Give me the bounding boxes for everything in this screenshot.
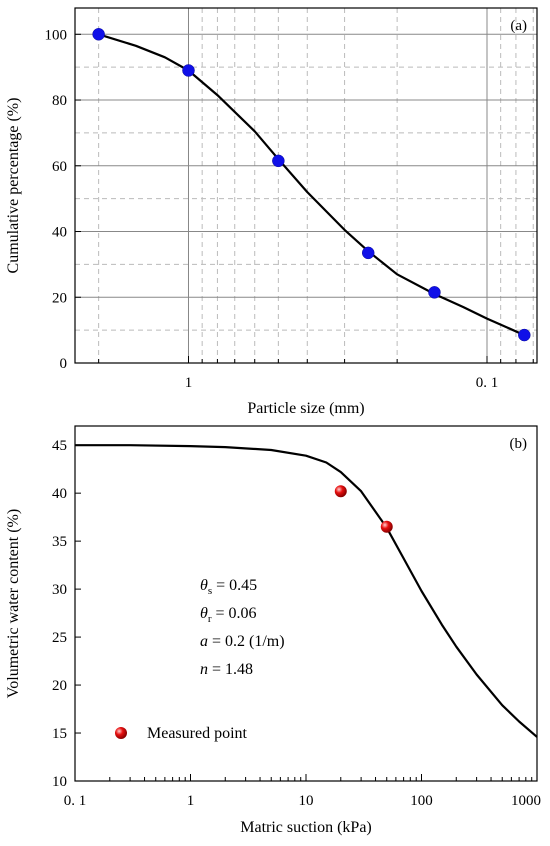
data-point [182, 64, 195, 77]
y-tick-label: 25 [52, 630, 67, 646]
y-tick-label: 45 [52, 438, 67, 454]
x-tick-label: 0. 1 [64, 793, 87, 809]
swcc-curve [75, 444, 538, 738]
parameter-value: = 0.45 [212, 577, 257, 594]
x-tick-label: 1000 [511, 793, 541, 809]
parameter-value: = 0.06 [212, 605, 257, 622]
y-tick-label: 20 [52, 678, 67, 694]
parameter-annotation: θs = 0.45 [200, 577, 257, 597]
x-tick-label: 10 [299, 793, 314, 809]
y-tick-label: 30 [52, 582, 67, 598]
parameter-value: = 1.48 [208, 661, 253, 678]
y-tick-label: 60 [52, 159, 67, 175]
data-point [518, 328, 531, 342]
y-tick-label: 40 [52, 225, 67, 241]
panel-label: (a) [510, 18, 527, 34]
parameter-symbol: n [200, 661, 208, 678]
measured-point [334, 485, 347, 498]
x-tick-label: 0. 1 [476, 375, 499, 391]
data-point [272, 154, 285, 168]
parameter-annotation: n = 1.48 [200, 661, 253, 678]
y-tick-label: 35 [52, 534, 67, 550]
parameter-symbol: a [200, 633, 208, 650]
parameter-symbol: θ [200, 605, 208, 622]
gradation-curve [98, 33, 525, 337]
x-axis-label: Particle size (mm) [247, 400, 364, 417]
y-tick-label: 15 [52, 726, 67, 742]
panel-label: (b) [510, 436, 528, 452]
parameter-subscript: r [208, 613, 212, 625]
y-tick-label: 40 [52, 486, 67, 502]
y-axis-label: Volumetric water content (%) [5, 509, 22, 698]
legend-label: Measured point [147, 725, 248, 742]
x-tick-label: 1 [187, 793, 195, 809]
y-tick-label: 0 [60, 356, 68, 372]
parameter-subscript: s [208, 585, 212, 597]
parameter-symbol: θ [200, 577, 208, 594]
plot-frame [74, 425, 538, 782]
y-axis-label: Cumulative percentage (%) [5, 98, 22, 274]
parameter-value: = 0.2 (1/m) [208, 633, 285, 650]
plot-frame [74, 7, 538, 364]
legend-marker [115, 727, 127, 739]
panel-a: 0 20 40 60 80 100 1 0. 1 (a) Particle size (mm) Cu… [5, 7, 538, 417]
panel-b: 10 15 20 25 30 35 40 45 0. 1 1 10 100 1000 Measured p… [5, 425, 541, 836]
x-tick-label: 100 [410, 793, 433, 809]
x-tick-label: 1 [185, 375, 193, 391]
data-point [92, 28, 105, 41]
x-axis-label: Matric suction (kPa) [240, 819, 372, 836]
y-tick-label: 10 [52, 774, 67, 790]
parameter-annotation: θr = 0.06 [200, 605, 257, 625]
y-tick-label: 20 [52, 290, 67, 306]
y-tick-label: 80 [52, 93, 67, 109]
data-point [361, 246, 375, 260]
parameter-annotation: a = 0.2 (1/m) [200, 633, 285, 650]
data-point [428, 286, 441, 299]
measured-point [380, 520, 393, 533]
y-tick-label: 100 [45, 27, 68, 43]
